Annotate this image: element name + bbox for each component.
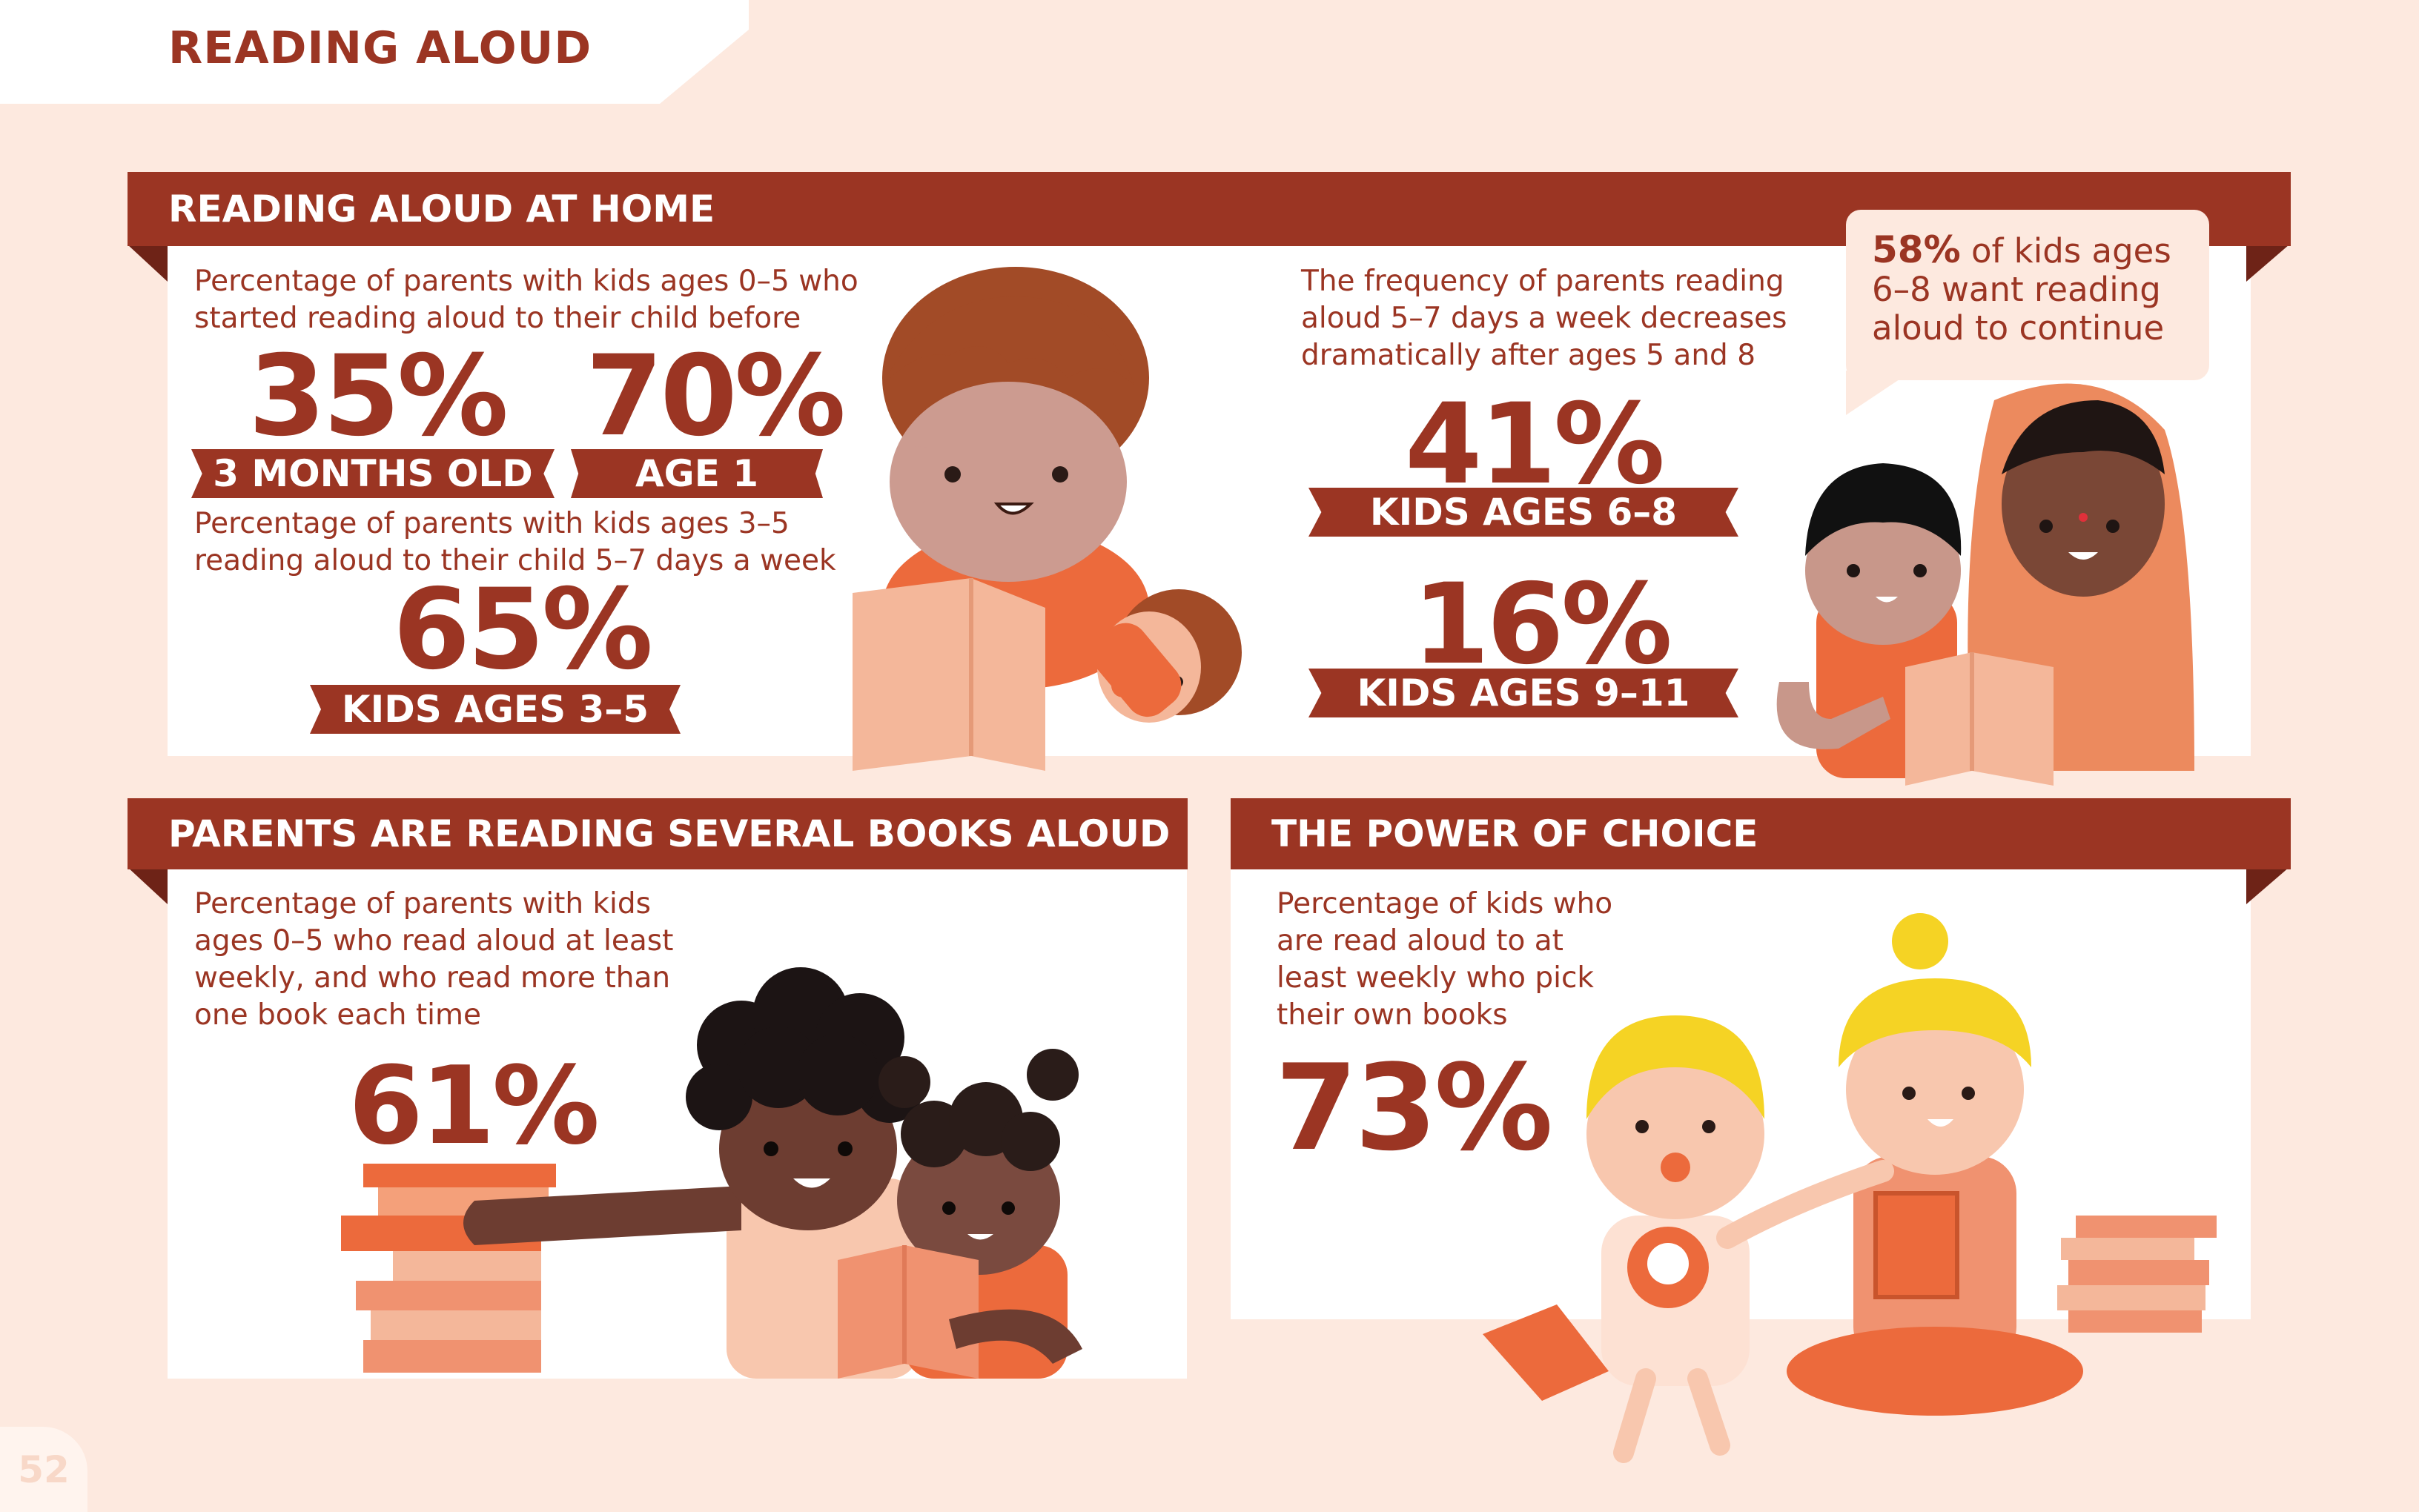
desc-line: The frequency of parents reading — [1301, 265, 1784, 298]
desc-line: Percentage of kids who — [1277, 887, 1613, 921]
several-books-header: PARENTS ARE READING SEVERAL BOOKS ALOUD — [128, 798, 1188, 869]
desc-line: aloud 5–7 days a week decreases — [1301, 302, 1787, 335]
page-title: READING ALOUD — [168, 22, 592, 74]
home-banner-fold-right — [2246, 245, 2289, 282]
bubble-text: 6–8 want reading — [1872, 270, 2161, 309]
desc-line: one book each time — [194, 998, 481, 1032]
desc-line: dramatically after ages 5 and 8 — [1301, 339, 1756, 372]
stat-ages-6-8-value: 41% — [1405, 380, 1665, 509]
stat-ages-3-5-value: 65% — [393, 566, 653, 694]
kids-choosing-books-illustration — [1483, 913, 2217, 1463]
page-number: 52 — [0, 1427, 87, 1512]
stat-ages-3-5-label: KIDS AGES 3–5 — [310, 685, 681, 734]
several-books-description: Percentage of parents with kids ages 0–5… — [194, 886, 673, 1034]
desc-line: least weekly who pick — [1277, 961, 1595, 995]
home-header-text: READING ALOUD AT HOME — [168, 188, 715, 231]
kids-with-book-stack-illustration — [341, 967, 1082, 1379]
stat-age-1-label: AGE 1 — [571, 449, 823, 498]
desc-line: Percentage of parents with kids ages 3–5 — [194, 507, 790, 540]
home-start-description: Percentage of parents with kids ages 0–5… — [194, 263, 858, 337]
stat-age-1-value: 70% — [586, 332, 846, 461]
desc-line: are read aloud to at — [1277, 924, 1563, 958]
desc-line: weekly, and who read more than — [194, 961, 671, 995]
bubble-text: aloud to continue — [1872, 308, 2165, 348]
desc-line: reading aloud to their child 5–7 days a … — [194, 544, 836, 577]
stat-ages-6-8-label: KIDS AGES 6–8 — [1308, 488, 1738, 537]
stat-3-months-label: 3 MONTHS OLD — [191, 449, 555, 498]
power-of-choice-header: THE POWER OF CHOICE — [1231, 798, 2291, 869]
stat-power-of-choice-value: 73% — [1275, 1038, 1553, 1177]
desc-line: started reading aloud to their child bef… — [194, 302, 801, 335]
desc-line: ages 0–5 who read aloud at least — [194, 924, 674, 958]
home-decrease-description: The frequency of parents reading aloud 5… — [1301, 263, 1787, 374]
stat-3-months-value: 35% — [248, 332, 509, 461]
page-tab-shape — [0, 0, 749, 104]
home-header: READING ALOUD AT HOME — [128, 172, 2291, 246]
bubble-text: of kids ages — [1960, 231, 2171, 271]
power-of-choice-description: Percentage of kids who are read aloud to… — [1277, 886, 1612, 1034]
home-frequency-description: Percentage of parents with kids ages 3–5… — [194, 505, 836, 580]
desc-line: Percentage of parents with kids — [194, 887, 651, 921]
desc-line: their own books — [1277, 998, 1508, 1032]
boy-reading-to-baby-illustration — [853, 267, 1242, 771]
mother-child-illustration — [1776, 383, 2194, 786]
desc-line: Percentage of parents with kids ages 0–5… — [194, 265, 858, 298]
home-banner-fold-left — [128, 245, 168, 282]
several-books-header-text: PARENTS ARE READING SEVERAL BOOKS ALOUD — [168, 812, 1171, 855]
choice-banner-fold — [2246, 867, 2289, 904]
bubble-tail — [1846, 371, 1913, 415]
several-banner-fold — [128, 867, 168, 904]
power-of-choice-header-text: THE POWER OF CHOICE — [1271, 812, 1758, 855]
bubble-58-percent: 58% of kids ages 6–8 want reading aloud … — [1846, 210, 2209, 380]
stat-ages-9-11-value: 16% — [1412, 560, 1672, 689]
stat-ages-9-11-label: KIDS AGES 9–11 — [1308, 669, 1738, 717]
stat-several-books-value: 61% — [348, 1044, 600, 1169]
bubble-value: 58% — [1872, 228, 1961, 271]
